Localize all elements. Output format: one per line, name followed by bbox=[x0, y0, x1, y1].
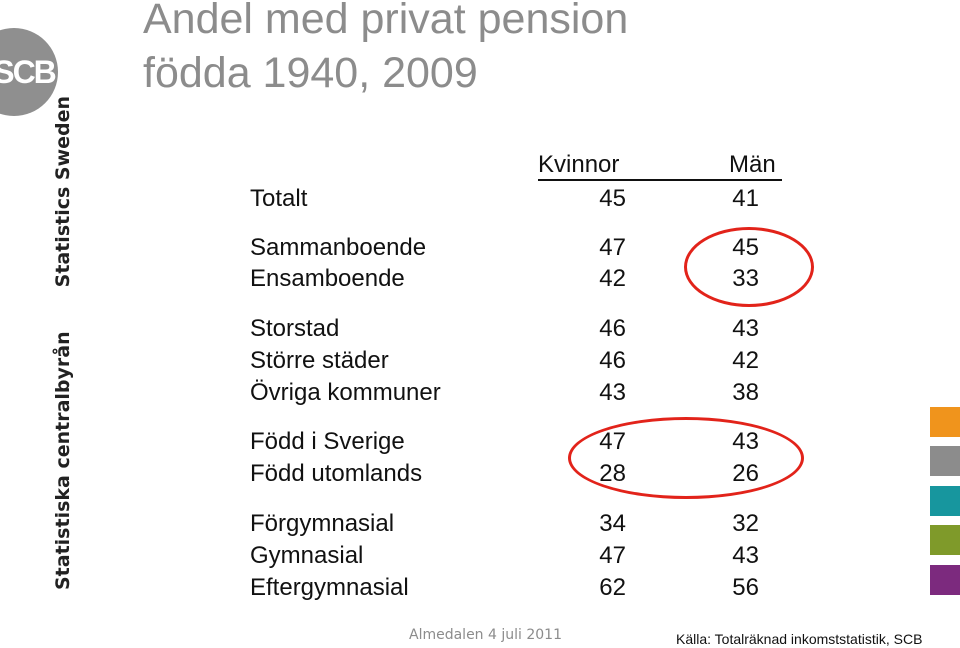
value-women: 34 bbox=[599, 510, 626, 537]
footer-source: Källa: Totalräknad inkomststatistik, SCB bbox=[676, 631, 923, 647]
value-men: 43 bbox=[732, 542, 759, 569]
header-underline bbox=[538, 179, 782, 181]
row-label: Storstad bbox=[250, 315, 340, 342]
row-label: Eftergymnasial bbox=[250, 574, 409, 601]
value-women: 47 bbox=[599, 234, 626, 261]
table-row: Större städer 46 42 bbox=[250, 345, 770, 377]
footer-event: Almedalen 4 juli 2011 bbox=[409, 627, 562, 643]
value-women: 47 bbox=[599, 542, 626, 569]
value-men: 43 bbox=[732, 315, 759, 342]
scb-logo: SCB bbox=[0, 28, 58, 116]
value-men: 41 bbox=[732, 185, 759, 212]
row-label: Större städer bbox=[250, 347, 389, 374]
value-men: 42 bbox=[732, 347, 759, 374]
title-line-2: födda 1940, 2009 bbox=[143, 49, 478, 97]
color-swatch bbox=[930, 525, 960, 555]
row-label: Totalt bbox=[250, 185, 308, 212]
value-women: 45 bbox=[599, 185, 626, 212]
title-line-1: Andel med privat pension bbox=[143, 0, 629, 43]
highlight-ellipse-men-living bbox=[684, 227, 814, 307]
table-row: Storstad 46 43 bbox=[250, 313, 770, 345]
value-women: 62 bbox=[599, 574, 626, 601]
row-label: Född utomlands bbox=[250, 460, 423, 487]
value-women: 46 bbox=[599, 315, 626, 342]
scb-logo-icon: SCB bbox=[0, 53, 57, 90]
org-name-sv: Statistiska centralbyrån bbox=[52, 331, 74, 590]
row-label: Sammanboende bbox=[250, 234, 427, 261]
value-men: 56 bbox=[732, 574, 759, 601]
color-swatch bbox=[930, 446, 960, 476]
table-row: Eftergymnasial 62 56 bbox=[250, 572, 770, 604]
highlight-ellipse-birth-country bbox=[568, 417, 804, 499]
row-label: Förgymnasial bbox=[250, 510, 395, 537]
header-women: Kvinnor bbox=[538, 151, 620, 178]
value-women: 46 bbox=[599, 347, 626, 374]
org-name-en: Statistics Sweden bbox=[52, 95, 74, 288]
row-label: Gymnasial bbox=[250, 542, 364, 569]
table-row: Förgymnasial 34 32 bbox=[250, 508, 770, 540]
slide-title: Andel med privat pension födda 1940, 200… bbox=[143, 0, 628, 100]
row-label: Född i Sverige bbox=[250, 428, 405, 455]
value-women: 43 bbox=[599, 379, 626, 406]
table-row: Totalt 45 41 bbox=[250, 183, 770, 215]
color-swatch bbox=[930, 565, 960, 595]
table-row: Gymnasial 47 43 bbox=[250, 540, 770, 572]
value-men: 38 bbox=[732, 379, 759, 406]
color-swatch bbox=[930, 407, 960, 437]
value-men: 32 bbox=[732, 510, 759, 537]
header-men: Män bbox=[729, 151, 776, 178]
table-row: Övriga kommuner 43 38 bbox=[250, 377, 770, 409]
row-label: Ensamboende bbox=[250, 265, 405, 292]
row-label: Övriga kommuner bbox=[250, 379, 441, 406]
color-swatch bbox=[930, 486, 960, 516]
value-women: 42 bbox=[599, 265, 626, 292]
organisation-vertical-text: Statistiska centralbyrån Statistics Swede… bbox=[52, 96, 74, 590]
